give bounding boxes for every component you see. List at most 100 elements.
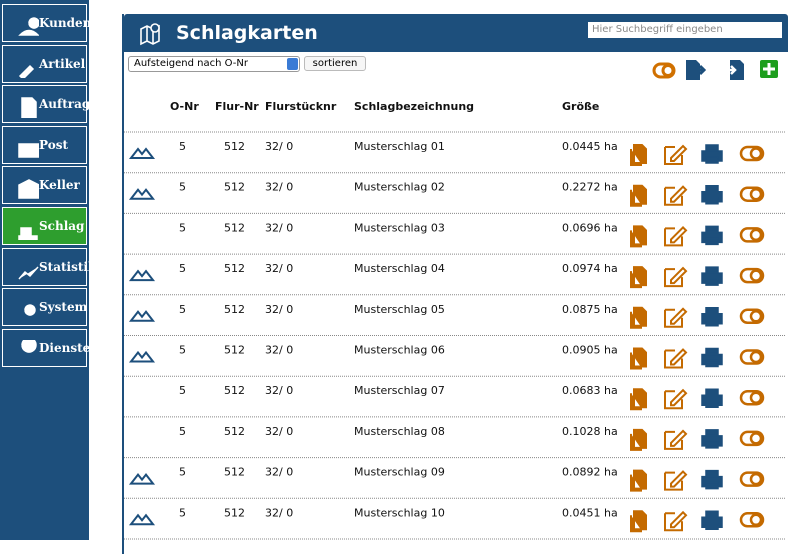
copy-icon[interactable] (630, 388, 647, 411)
search-input[interactable]: Hier Suchbegriff eingeben (588, 22, 782, 38)
map-icon (140, 23, 160, 46)
cell: 0.0683 ha (562, 384, 618, 397)
toggle-icon[interactable] (739, 308, 765, 325)
cell: 0.0905 ha (562, 344, 618, 357)
table-row: 5 512 32/ 0 Musterschlag 10 0.0451 ha (128, 506, 765, 533)
cell: Musterschlag 09 (354, 466, 445, 479)
cell: 32/ 0 (265, 506, 293, 519)
map-icon (128, 310, 156, 322)
copy-icon[interactable] (630, 306, 647, 329)
print-icon[interactable] (701, 388, 723, 408)
nav-item[interactable]: Auftrag (2, 85, 91, 124)
column-header: Flurstücknr (265, 100, 337, 113)
toggle-icon[interactable] (739, 512, 765, 528)
print-icon[interactable] (701, 225, 723, 246)
copy-icon[interactable] (630, 225, 647, 248)
nav-label: Schlag (39, 219, 85, 233)
cell: 32/ 0 (265, 466, 293, 479)
cell: 5 (179, 425, 186, 438)
table-row: 5 512 32/ 0 Musterschlag 01 0.0445 ha (128, 140, 765, 166)
copy-icon[interactable] (630, 184, 647, 207)
edit-icon[interactable] (664, 388, 688, 410)
edit-icon[interactable] (664, 307, 688, 328)
print-icon[interactable] (701, 307, 723, 327)
table-row: 5 512 32/ 0 Musterschlag 07 0.0683 ha (179, 384, 765, 411)
cell: Musterschlag 02 (354, 181, 445, 194)
edit-icon[interactable] (664, 225, 688, 247)
copy-icon[interactable] (630, 469, 647, 492)
edit-icon[interactable] (664, 510, 688, 532)
sort-button[interactable]: sortieren (304, 56, 366, 71)
nav-item[interactable]: Schlag (2, 207, 87, 245)
map-icon (128, 188, 156, 200)
nav-icon (18, 64, 35, 78)
print-icon[interactable] (701, 266, 723, 286)
cell: 5 (179, 384, 186, 397)
edit-icon[interactable] (664, 348, 688, 369)
cell: 32/ 0 (265, 221, 293, 234)
nav-label: Post (39, 137, 69, 152)
copy-icon[interactable] (630, 428, 647, 451)
cell: 5 (179, 140, 186, 153)
nav-label: Dienste (39, 340, 91, 355)
nav-item[interactable]: Dienste (2, 328, 91, 367)
cell: Musterschlag 03 (354, 221, 445, 234)
cell: 0.1028 ha (562, 425, 618, 438)
cell: 512 (224, 425, 245, 438)
toggle-icon[interactable] (739, 267, 765, 284)
copy-icon[interactable] (630, 144, 647, 166)
cell: Musterschlag 01 (354, 140, 445, 153)
copy-icon[interactable] (630, 266, 647, 289)
toggle-icon[interactable] (739, 471, 765, 487)
edit-icon[interactable] (664, 266, 688, 288)
copy-icon[interactable] (630, 347, 647, 370)
nav-label: System (39, 300, 88, 315)
print-icon[interactable] (701, 510, 723, 531)
edit-icon[interactable] (664, 470, 688, 491)
map-icon (128, 350, 156, 363)
toggle-icon[interactable] (739, 145, 765, 162)
cell: 5 (179, 506, 186, 519)
nav-item[interactable]: Keller (2, 166, 87, 205)
table-row: 5 512 32/ 0 Musterschlag 02 0.2272 ha (128, 181, 765, 207)
cell: 512 (224, 344, 245, 357)
cell: 512 (224, 262, 245, 275)
print-icon[interactable] (701, 184, 723, 205)
table-row: 5 512 32/ 0 Musterschlag 09 0.0892 ha (128, 466, 765, 492)
cell: 0.0875 ha (562, 303, 618, 316)
cell: 5 (179, 303, 186, 316)
nav-item[interactable]: Post (2, 125, 87, 164)
toggle-icon[interactable] (739, 389, 765, 406)
toggle-icon[interactable] (739, 349, 765, 365)
nav-icon (21, 97, 37, 119)
nav-item[interactable]: Artikel (2, 44, 87, 83)
cell: Musterschlag 04 (354, 262, 445, 275)
toggle-icon[interactable] (739, 227, 765, 243)
toggle-icon[interactable] (739, 186, 765, 202)
table: O-Nr Flur-Nr Flurstücknr Schlagbezeichnung G… (124, 100, 786, 540)
nav-item[interactable]: System (2, 288, 88, 327)
print-icon[interactable] (701, 144, 723, 164)
nav-item[interactable]: Statistik (2, 247, 96, 286)
map-icon (128, 472, 156, 485)
nav-item[interactable]: Kunden (2, 4, 91, 42)
nav-label: Auftrag (39, 97, 91, 112)
print-icon[interactable] (701, 347, 723, 368)
edit-icon[interactable] (664, 144, 688, 165)
nav-icon (18, 179, 39, 200)
table-row: 5 512 32/ 0 Musterschlag 08 0.1028 ha (179, 425, 765, 451)
sort-select[interactable]: Aufsteigend nach O-Nr (128, 56, 300, 72)
copy-icon[interactable] (630, 510, 647, 533)
toggle-knob (749, 187, 763, 201)
table-row: 5 512 32/ 0 Musterschlag 06 0.0905 ha (128, 344, 765, 370)
panel: Schlagkarten Hier Suchbegriff eingeben A… (122, 14, 788, 554)
print-icon[interactable] (701, 469, 723, 490)
print-icon[interactable] (701, 429, 723, 449)
toggle-icon[interactable] (739, 430, 765, 447)
nav-icon (21, 339, 37, 353)
cell: Musterschlag 05 (354, 303, 445, 316)
edit-icon[interactable] (664, 185, 688, 206)
edit-icon[interactable] (664, 429, 688, 450)
cell: 32/ 0 (265, 140, 293, 153)
